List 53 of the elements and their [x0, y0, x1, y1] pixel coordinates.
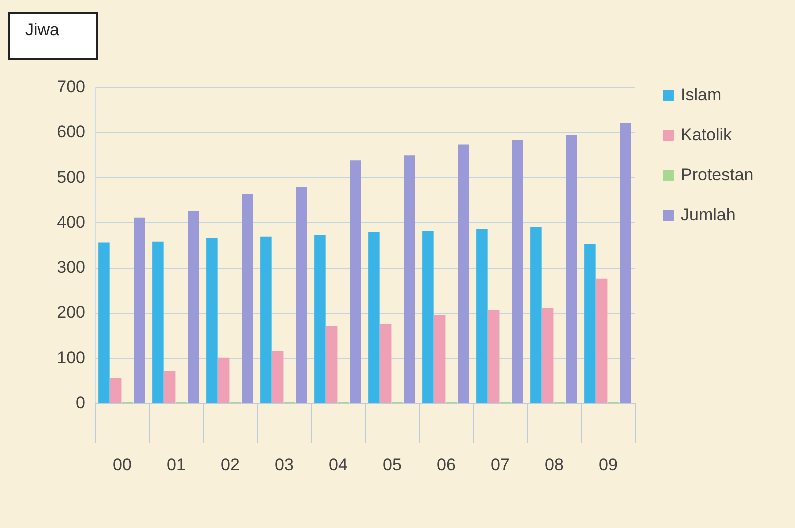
bar	[566, 135, 578, 403]
y-tick-label: 300	[57, 258, 86, 278]
bar	[188, 211, 200, 403]
bar	[422, 231, 434, 403]
bar	[164, 371, 176, 403]
legend-label: Jumlah	[681, 206, 736, 224]
bar	[368, 232, 380, 403]
bar	[98, 242, 110, 403]
bar	[476, 229, 488, 403]
y-tick-label: 200	[57, 303, 86, 322]
bar	[380, 324, 392, 403]
x-tick-label: 08	[545, 456, 564, 474]
bar	[206, 238, 218, 403]
bar	[242, 194, 254, 403]
bar	[350, 160, 362, 403]
bar	[458, 144, 470, 403]
bar	[596, 278, 608, 403]
bar	[434, 314, 446, 403]
bar	[218, 358, 230, 403]
y-axis-title: Jiwa	[26, 20, 60, 40]
bar	[110, 378, 122, 403]
x-tick-label: 03	[275, 456, 294, 474]
bar	[272, 351, 284, 403]
x-tick-label: 06	[437, 456, 456, 474]
x-tick-label: 09	[599, 456, 618, 474]
bar	[134, 218, 146, 403]
bar	[530, 226, 542, 403]
y-tick-label: 400	[57, 212, 86, 232]
y-tick-label: 500	[57, 168, 86, 187]
x-tick-label: 04	[329, 456, 348, 474]
bar	[512, 140, 524, 403]
bar	[542, 308, 554, 403]
bar	[488, 310, 500, 403]
x-tick-label: 05	[383, 456, 402, 474]
bar	[260, 236, 272, 403]
x-tick-label: 01	[167, 456, 186, 474]
x-tick-label: 07	[491, 456, 510, 474]
y-tick-label: 0	[76, 394, 86, 412]
bar	[620, 123, 632, 403]
legend-label: Katolik	[681, 126, 733, 144]
bar	[326, 326, 338, 403]
bar	[404, 156, 416, 403]
y-tick-label: 600	[57, 122, 86, 142]
y-tick-label: 700	[57, 78, 86, 96]
bar	[296, 187, 308, 403]
x-tick-label: 00	[113, 456, 132, 474]
x-tick-label: 02	[221, 456, 240, 474]
legend-label: Protestan	[681, 166, 754, 184]
legend-label: Islam	[681, 86, 722, 104]
bar	[584, 244, 596, 403]
y-tick-label: 100	[57, 348, 86, 368]
bar	[314, 235, 326, 403]
bar	[152, 242, 164, 403]
